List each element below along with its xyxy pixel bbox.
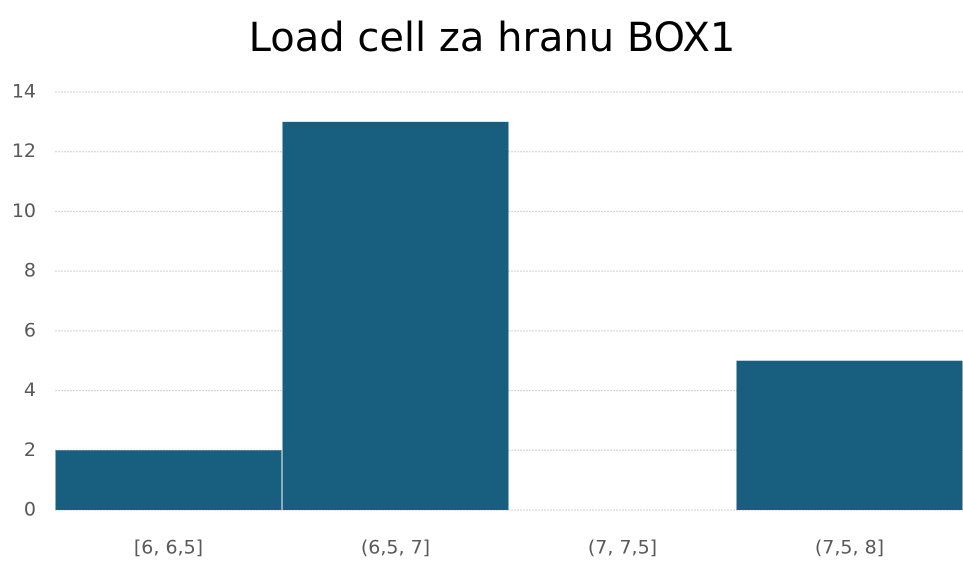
x-tick-label: (7, 7,5] bbox=[588, 537, 657, 559]
y-tick-label: 12 bbox=[12, 140, 36, 162]
y-tick-label: 14 bbox=[12, 81, 36, 103]
y-tick-label: 10 bbox=[12, 200, 36, 222]
y-tick-label: 8 bbox=[24, 260, 36, 282]
y-tick-label: 0 bbox=[24, 499, 36, 521]
bar bbox=[282, 121, 509, 510]
y-tick-label: 6 bbox=[24, 319, 36, 341]
x-tick-label: [6, 6,5] bbox=[134, 537, 203, 559]
x-tick-label: (7,5, 8] bbox=[815, 537, 884, 559]
y-tick-label: 2 bbox=[24, 439, 36, 461]
bar bbox=[55, 450, 282, 510]
chart-title: Load cell za hranu BOX1 bbox=[249, 15, 736, 61]
y-tick-label: 4 bbox=[24, 379, 36, 401]
x-tick-label: (6,5, 7] bbox=[361, 537, 430, 559]
bar bbox=[736, 360, 963, 510]
